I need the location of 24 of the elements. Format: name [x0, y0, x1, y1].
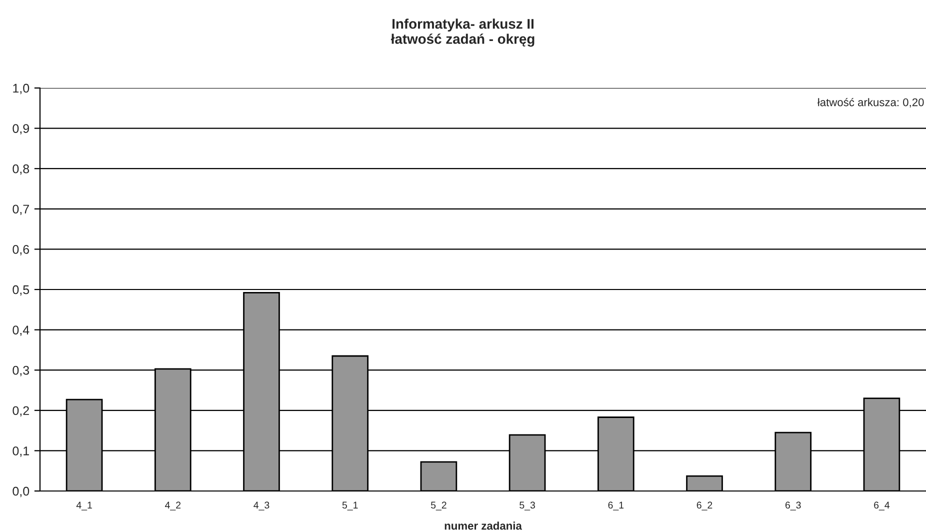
y-tick-label: 0,5 [12, 285, 30, 296]
y-tick-label: 0,9 [12, 124, 29, 134]
x-tick-label: 5_2 [430, 502, 446, 510]
annotation: łatwość arkusza: 0,20 [817, 98, 924, 108]
x-tick-label: 5_3 [520, 502, 535, 510]
x-tick-label: 6_2 [696, 502, 712, 510]
y-tick-label: 0,8 [12, 164, 30, 175]
y-tick-label: 0,7 [12, 204, 29, 216]
y-tick-label: 1,0 [13, 84, 30, 94]
x-tick-label: 5_1 [342, 502, 358, 510]
y-tick-label: 0,1 [12, 446, 29, 457]
y-tick-label: 0,3 [12, 366, 30, 376]
y-tick-label: 0,4 [12, 326, 30, 336]
x-tick-label: 6_3 [785, 502, 801, 510]
x-axis-title: numer zadania [444, 522, 522, 530]
x-tick-label: 4_2 [165, 502, 181, 510]
x-tick-label: 6_1 [608, 502, 624, 510]
y-tick-label: 0,2 [12, 406, 29, 417]
x-tick-label: 4_3 [254, 502, 270, 510]
x-tick-label: 6_4 [874, 502, 890, 510]
y-tick-label: 0,6 [12, 245, 30, 256]
chart-title: Informatyka- arkusz II łatwość zadań - okręg [390, 18, 534, 47]
x-tick-label: 4_1 [76, 502, 92, 510]
y-tick-label: 0,0 [12, 486, 30, 498]
